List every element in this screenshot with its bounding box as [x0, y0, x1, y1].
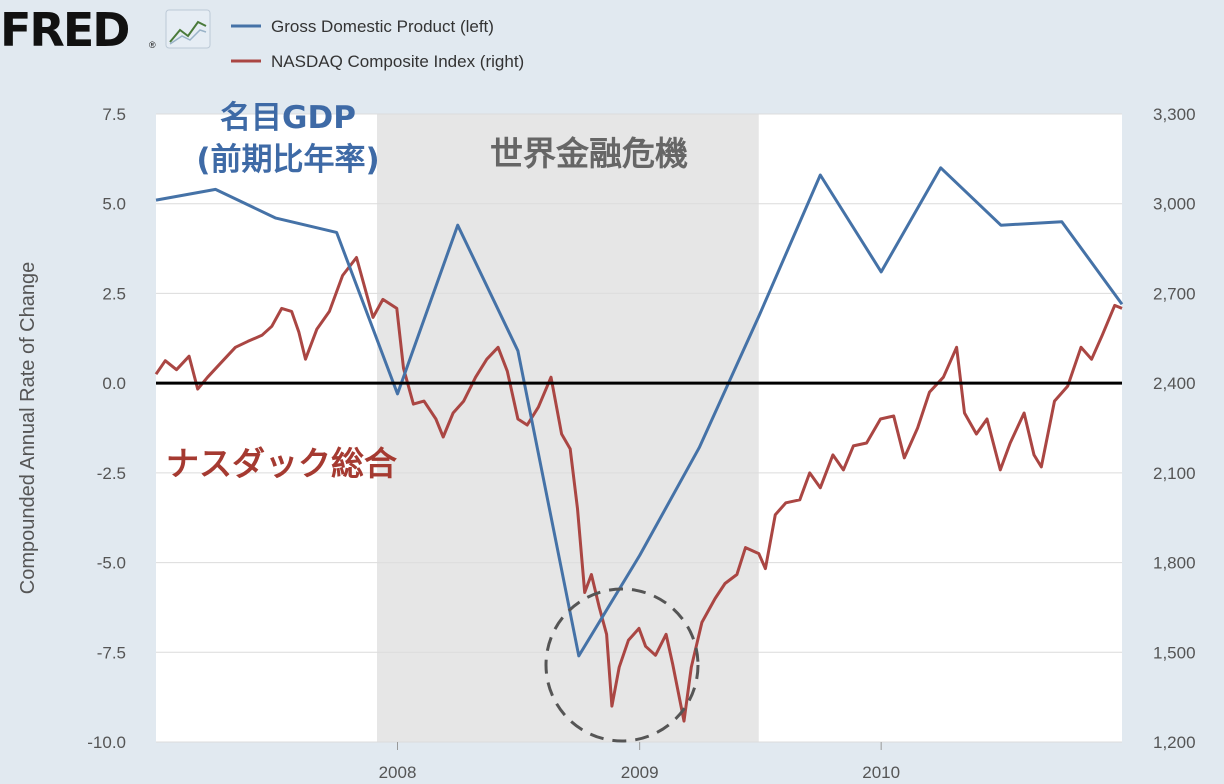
- fred-logo[interactable]: FRED ®: [0, 3, 211, 57]
- left-tick-label: 7.5: [102, 105, 126, 124]
- nasdaq-series-line: [154, 256, 1123, 723]
- recession-shade: [376, 114, 759, 742]
- registered-mark: ®: [149, 40, 156, 50]
- right-tick-label: 2,100: [1153, 464, 1196, 483]
- right-tick-label: 2,700: [1153, 284, 1196, 303]
- legend-label-gdp: Gross Domestic Product (left): [271, 17, 494, 36]
- left-axis: 7.5 5.0 2.5 0.0 -2.5 -5.0 -7.5 -10.0: [87, 105, 126, 752]
- left-tick-label: -10.0: [87, 733, 126, 752]
- legend-item-nasdaq[interactable]: NASDAQ Composite Index (right): [231, 52, 524, 71]
- fred-logo-text: FRED: [0, 3, 128, 57]
- y-axis-label: Compounded Annual Rate of Change: [17, 262, 39, 594]
- gdp-annotation-line1: 名目GDP: [220, 100, 356, 136]
- right-axis: 3,300 3,000 2,700 2,400 2,100 1,800 1,500 1,200: [1153, 105, 1196, 752]
- right-tick-label: 2,400: [1153, 374, 1196, 393]
- left-tick-label: 5.0: [102, 195, 126, 214]
- right-tick-label: 3,000: [1153, 195, 1196, 214]
- x-tick-label: 2008: [379, 763, 417, 782]
- nasdaq-annotation: ナスダック総合: [166, 444, 397, 483]
- legend: Gross Domestic Product (left) NASDAQ Com…: [231, 17, 524, 71]
- right-tick-label: 1,800: [1153, 554, 1196, 573]
- left-tick-label: 0.0: [102, 374, 126, 393]
- right-tick-label: 1,500: [1153, 643, 1196, 662]
- left-tick-label: -7.5: [97, 643, 126, 662]
- right-tick-label: 3,300: [1153, 105, 1196, 124]
- trough-highlight-circle: [544, 587, 700, 743]
- fred-graph-icon: [165, 9, 211, 49]
- x-axis: 2008 2009 2010: [379, 742, 900, 782]
- legend-label-nasdaq: NASDAQ Composite Index (right): [271, 52, 524, 71]
- legend-item-gdp[interactable]: Gross Domestic Product (left): [231, 17, 494, 36]
- left-tick-label: -5.0: [97, 554, 126, 573]
- crisis-annotation: 世界金融危機: [490, 134, 688, 173]
- gdp-annotation-line2: (前期比年率): [196, 142, 379, 178]
- right-tick-label: 1,200: [1153, 733, 1196, 752]
- left-tick-label: -2.5: [97, 464, 126, 483]
- x-tick-label: 2009: [621, 763, 659, 782]
- gdp-series-line: [155, 166, 1124, 658]
- left-tick-label: 2.5: [102, 284, 126, 303]
- x-tick-label: 2010: [862, 763, 900, 782]
